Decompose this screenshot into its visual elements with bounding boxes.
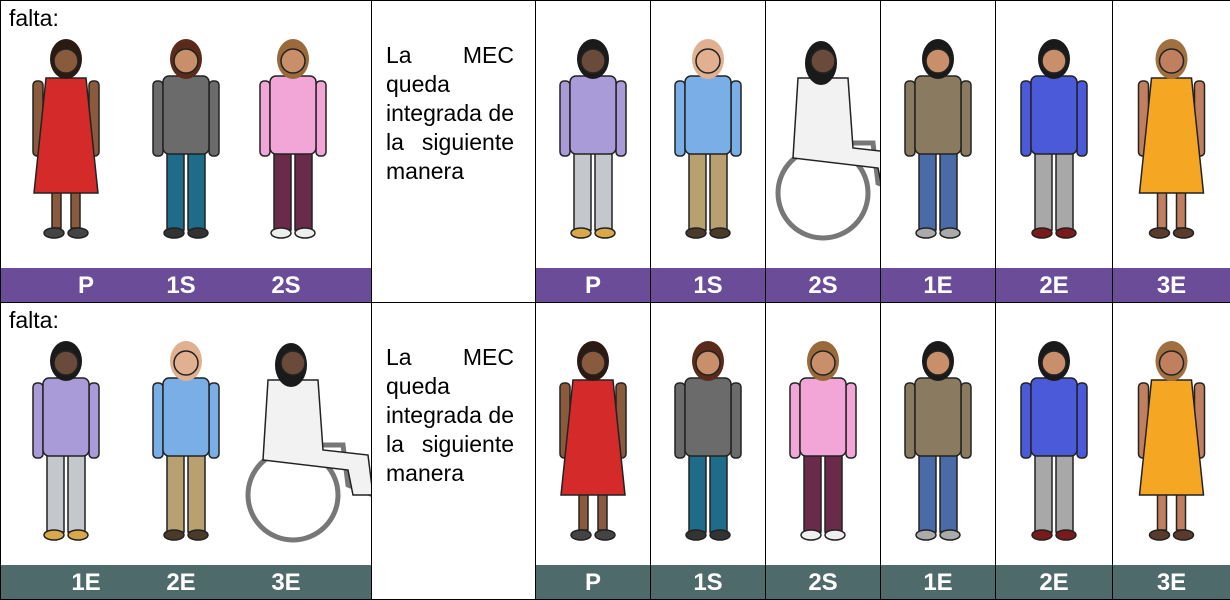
label-bar: 1S bbox=[651, 268, 765, 302]
role-label: 2S bbox=[808, 569, 838, 596]
role-label: 3E bbox=[271, 569, 301, 596]
role-label: 2S bbox=[271, 272, 301, 299]
label-bar: 2E bbox=[996, 565, 1112, 599]
role-label: 1S bbox=[693, 569, 723, 596]
label-bar: P 1S 2S bbox=[1, 268, 371, 302]
missing-label: falta: bbox=[9, 5, 59, 31]
person bbox=[152, 341, 220, 541]
missing-label: falta: bbox=[9, 307, 59, 333]
text-cell: La MEC queda integrada de la siguiente m… bbox=[371, 302, 536, 600]
role-label: 2E bbox=[1039, 569, 1069, 596]
role-label: 1E bbox=[71, 569, 101, 596]
role-label: 3E bbox=[1156, 272, 1187, 299]
member-cell: P bbox=[535, 0, 651, 303]
member-cell: 1S bbox=[650, 302, 766, 600]
missing-box: falta: 1E 2E 3E bbox=[0, 302, 372, 600]
role-label: P bbox=[584, 272, 602, 299]
member-cell: 2S bbox=[765, 302, 881, 600]
role-label: 2E bbox=[166, 569, 196, 596]
person bbox=[259, 39, 327, 239]
figure bbox=[559, 39, 627, 239]
person bbox=[1020, 39, 1088, 239]
figures bbox=[32, 341, 371, 543]
label-bar: 2E bbox=[996, 268, 1112, 302]
figure bbox=[559, 341, 627, 541]
person bbox=[1020, 341, 1088, 541]
role-label: P bbox=[77, 272, 95, 299]
label-bar: 1E 2E 3E bbox=[1, 565, 371, 599]
person bbox=[904, 341, 972, 541]
figure bbox=[789, 341, 857, 541]
person bbox=[32, 39, 100, 239]
person bbox=[559, 341, 627, 541]
role-label: 1E bbox=[923, 272, 953, 299]
figure bbox=[904, 341, 972, 541]
person bbox=[1137, 39, 1206, 239]
person bbox=[1137, 341, 1206, 541]
mec-text: La MEC queda integrada de la siguiente m… bbox=[386, 42, 514, 184]
label-bar: 2S bbox=[766, 268, 880, 302]
figure bbox=[1137, 39, 1206, 239]
label-bar: 3E bbox=[1113, 268, 1230, 302]
text-cell: La MEC queda integrada de la siguiente m… bbox=[371, 0, 536, 303]
member-cell: 3E bbox=[1112, 302, 1230, 600]
member-cell: 1E bbox=[880, 302, 996, 600]
figure bbox=[775, 41, 880, 241]
person bbox=[674, 39, 742, 239]
person bbox=[32, 341, 100, 541]
person bbox=[245, 343, 371, 543]
label-bar: 3E bbox=[1113, 565, 1230, 599]
person bbox=[674, 341, 742, 541]
figure bbox=[1020, 341, 1088, 541]
member-cell: 3E bbox=[1112, 0, 1230, 303]
person bbox=[559, 39, 627, 239]
person bbox=[152, 39, 220, 239]
member-cell: 2E bbox=[995, 302, 1113, 600]
missing-box: falta: P 1S 2S bbox=[0, 0, 372, 303]
figure bbox=[1137, 341, 1206, 541]
figure bbox=[674, 341, 742, 541]
label-bar: P bbox=[536, 268, 650, 302]
figure bbox=[904, 39, 972, 239]
role-label: 1E bbox=[923, 569, 953, 596]
member-cell: 1S bbox=[650, 0, 766, 303]
role-label: 1S bbox=[166, 272, 196, 299]
person bbox=[789, 341, 857, 541]
label-bar: 1E bbox=[881, 268, 995, 302]
role-label: 2S bbox=[808, 272, 838, 299]
role-label: 2E bbox=[1039, 272, 1069, 299]
role-label: P bbox=[584, 569, 602, 596]
mec-text: La MEC queda integrada de la siguiente m… bbox=[386, 344, 514, 486]
label-bar: 1E bbox=[881, 565, 995, 599]
member-cell: P bbox=[535, 302, 651, 600]
member-cell: 2S bbox=[765, 0, 881, 303]
figures bbox=[32, 39, 327, 239]
role-label: 1S bbox=[693, 272, 723, 299]
member-cell: 2E bbox=[995, 0, 1113, 303]
figure bbox=[1020, 39, 1088, 239]
person bbox=[904, 39, 972, 239]
label-bar: 1S bbox=[651, 565, 765, 599]
label-bar: P bbox=[536, 565, 650, 599]
person bbox=[775, 41, 880, 241]
member-cell: 1E bbox=[880, 0, 996, 303]
label-bar: 2S bbox=[766, 565, 880, 599]
role-label: 3E bbox=[1156, 569, 1187, 596]
figure bbox=[674, 39, 742, 239]
